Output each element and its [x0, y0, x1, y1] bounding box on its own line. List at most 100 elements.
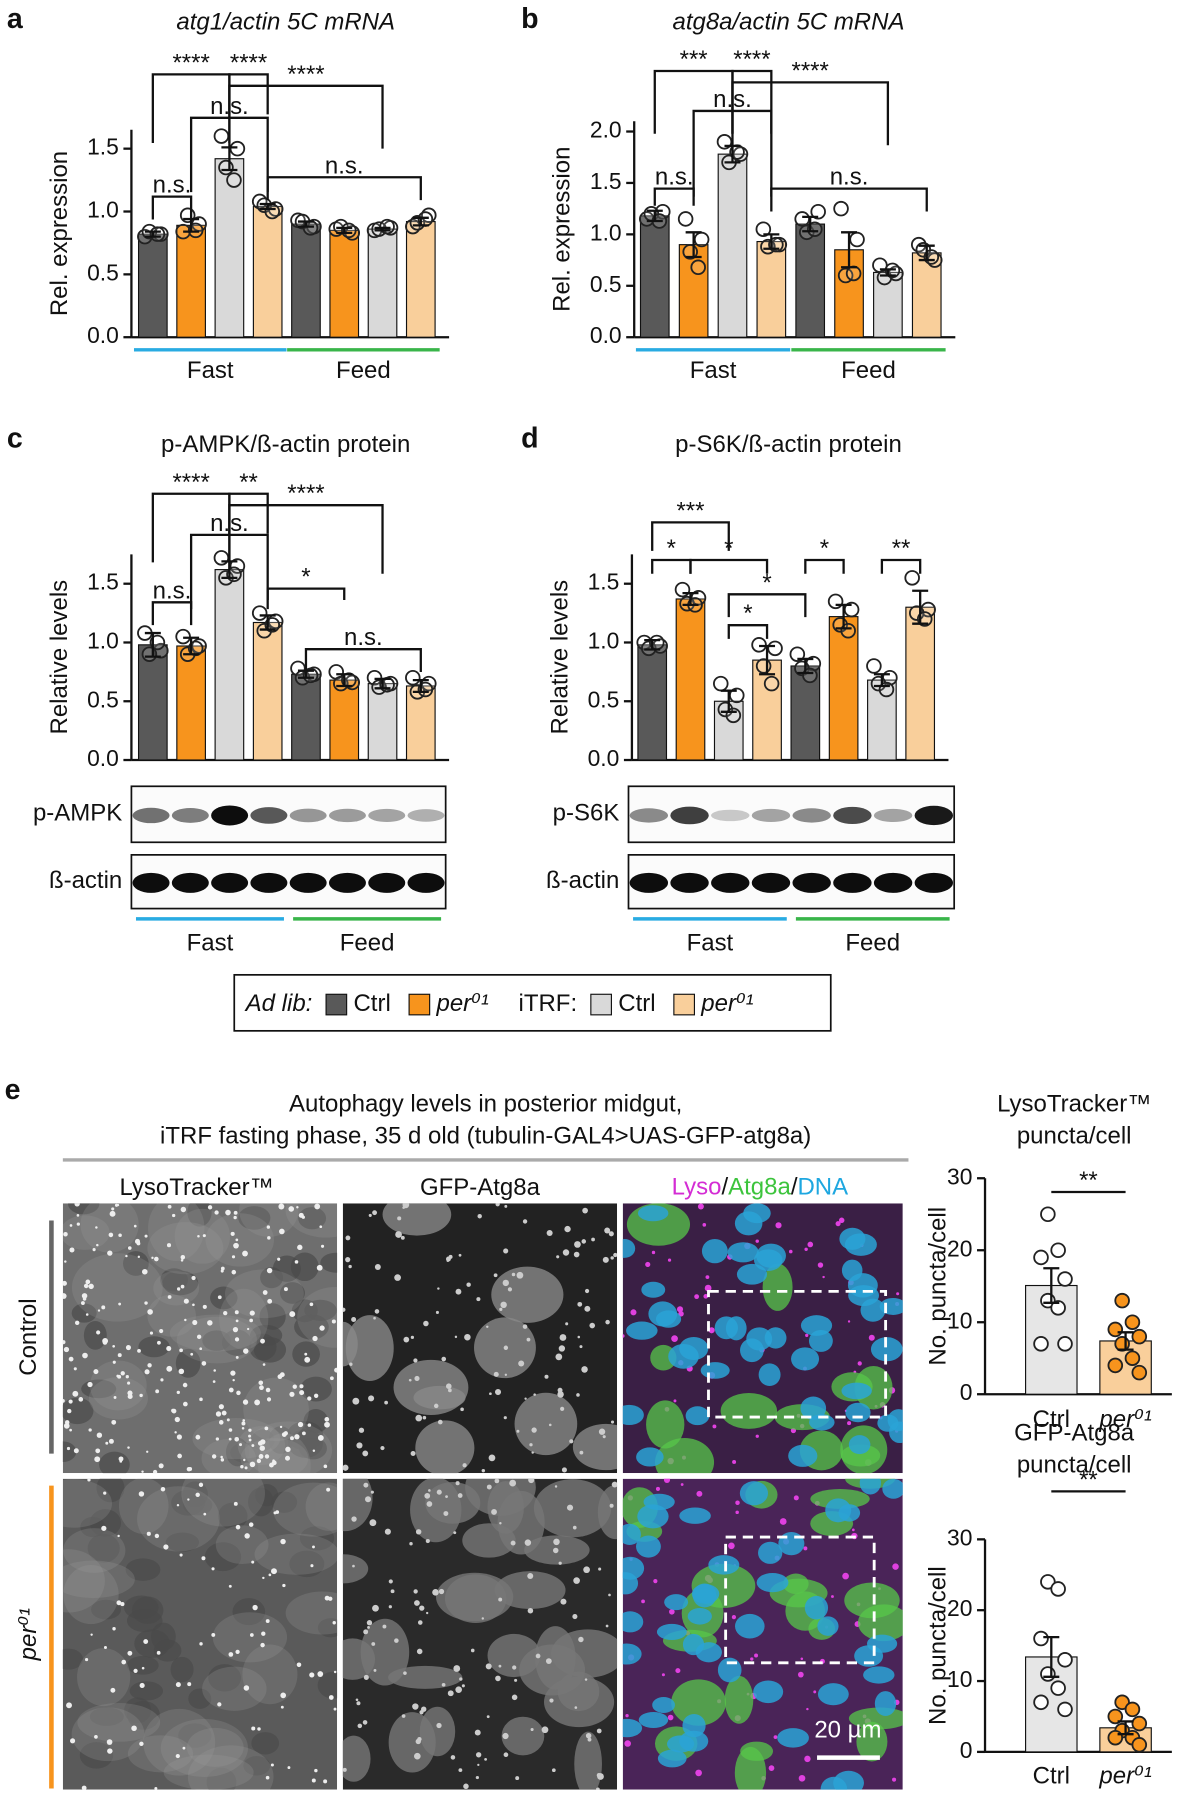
haze	[89, 1360, 147, 1411]
puncta	[516, 1271, 524, 1279]
puncta	[110, 1687, 116, 1693]
nucleus	[841, 1382, 872, 1400]
gfp-cell	[856, 1721, 888, 1762]
puncta	[218, 1404, 224, 1410]
puncta	[226, 1418, 230, 1422]
puncta	[362, 1720, 368, 1725]
puncta	[143, 1639, 149, 1644]
puncta	[502, 1279, 510, 1287]
y-tick-label: 0	[960, 1379, 973, 1405]
puncta	[158, 1463, 164, 1469]
puncta	[548, 1423, 552, 1427]
lyso-dot	[793, 1495, 799, 1501]
puncta	[445, 1383, 452, 1390]
puncta	[266, 1225, 271, 1229]
puncta	[146, 1450, 149, 1453]
lyso-dot	[847, 1320, 851, 1323]
haze	[153, 1270, 200, 1306]
puncta	[106, 1739, 113, 1745]
bar	[137, 233, 168, 338]
haze	[169, 1314, 261, 1352]
gfp-cell	[514, 1392, 578, 1456]
puncta	[87, 1478, 91, 1482]
puncta	[166, 1243, 172, 1248]
significance-label: ****	[287, 480, 324, 507]
puncta	[228, 1387, 234, 1393]
puncta	[312, 1335, 318, 1342]
gfp-cell	[342, 1554, 369, 1584]
puncta	[111, 1419, 117, 1425]
puncta	[81, 1293, 88, 1299]
haze	[62, 1549, 105, 1613]
cell	[188, 1688, 212, 1709]
puncta	[154, 1786, 158, 1790]
puncta	[285, 1446, 291, 1453]
puncta	[363, 1674, 369, 1680]
gfp-cell	[388, 1665, 463, 1689]
cell	[125, 1558, 161, 1581]
lyso-dot	[694, 1294, 700, 1300]
haze	[118, 1478, 169, 1534]
cell	[89, 1509, 122, 1537]
puncta	[249, 1310, 255, 1316]
puncta	[485, 1663, 492, 1670]
puncta	[163, 1544, 169, 1550]
data-point	[1107, 1708, 1124, 1725]
puncta	[119, 1460, 123, 1463]
y-tick-label: 20	[947, 1595, 972, 1621]
puncta	[522, 1219, 528, 1224]
puncta	[368, 1213, 372, 1217]
haze	[254, 1533, 338, 1575]
puncta	[149, 1331, 154, 1335]
puncta	[436, 1489, 442, 1495]
puncta	[68, 1356, 74, 1362]
cell	[123, 1251, 149, 1276]
puncta	[562, 1249, 570, 1256]
data-point	[251, 605, 268, 621]
puncta	[178, 1368, 185, 1375]
puncta	[342, 1464, 349, 1471]
puncta	[470, 1648, 475, 1653]
puncta	[92, 1248, 96, 1252]
lyso-dot	[851, 1528, 855, 1532]
puncta	[453, 1531, 457, 1535]
y-axis-label: No. puncta/cell	[925, 1566, 952, 1725]
lyso-dot	[712, 1424, 717, 1429]
puncta	[112, 1627, 116, 1631]
puncta	[88, 1283, 94, 1290]
puncta	[85, 1313, 89, 1316]
puncta	[502, 1732, 509, 1740]
micrograph	[62, 1203, 338, 1474]
puncta	[201, 1556, 206, 1561]
x-tick-label: Ctrl	[1033, 1762, 1070, 1789]
column-label-part: /	[791, 1174, 798, 1201]
data-point	[674, 581, 691, 598]
puncta	[230, 1231, 235, 1236]
y-tick-label: 1.5	[87, 134, 119, 160]
cell	[62, 1397, 94, 1425]
error-bar	[412, 678, 429, 693]
haze	[240, 1438, 309, 1474]
group-label: Fast	[690, 357, 737, 384]
lyso-dot	[806, 1707, 809, 1711]
group-label: Feed	[340, 929, 395, 956]
puncta	[413, 1358, 418, 1363]
puncta	[218, 1420, 224, 1425]
gfp-cell	[854, 1365, 893, 1410]
significance-label: **	[239, 469, 258, 496]
puncta	[596, 1728, 602, 1734]
puncta	[281, 1432, 287, 1437]
lyso-dot	[680, 1483, 684, 1486]
error-bar	[336, 673, 353, 688]
y-tick-label: 1.0	[87, 197, 119, 223]
puncta	[342, 1767, 347, 1772]
nucleus	[714, 1316, 738, 1340]
cell	[62, 1441, 77, 1463]
puncta	[579, 1345, 583, 1349]
gfp-cell	[487, 1633, 541, 1678]
cell	[317, 1618, 338, 1638]
legend-label: Ctrl	[618, 990, 655, 1017]
haze	[63, 1528, 126, 1573]
significance-bracket	[151, 195, 193, 220]
bar	[639, 215, 670, 338]
